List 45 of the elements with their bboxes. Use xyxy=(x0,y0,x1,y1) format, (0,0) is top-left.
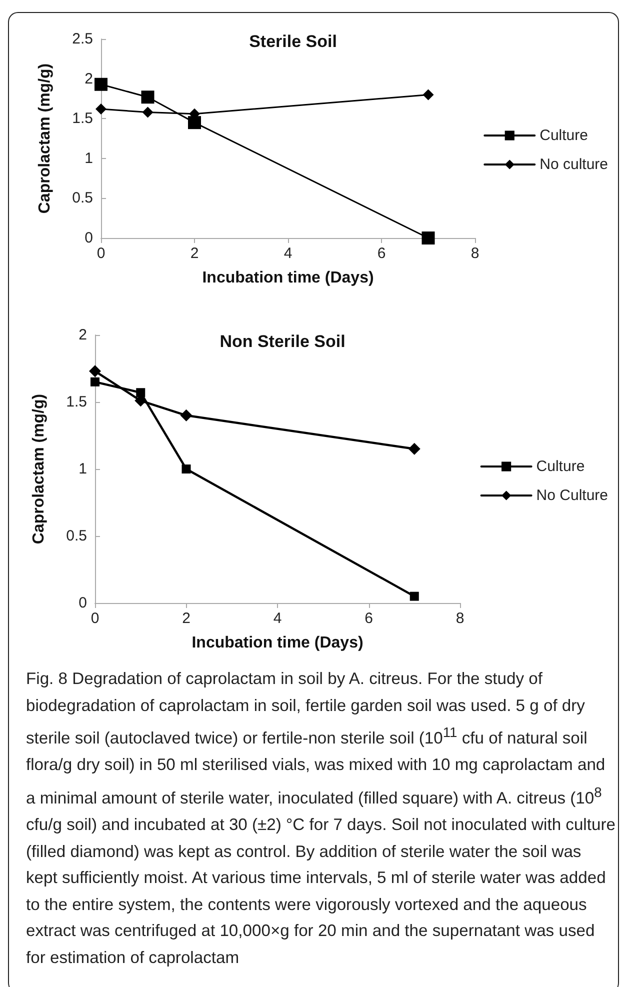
point xyxy=(141,90,154,104)
chart-title: Sterile Soil xyxy=(249,32,337,51)
point xyxy=(422,232,435,244)
point xyxy=(142,106,154,118)
point xyxy=(188,116,201,130)
point xyxy=(422,89,434,100)
y-tick-label: 1.5 xyxy=(66,394,87,410)
legend-label: No Culture xyxy=(536,487,608,504)
point xyxy=(410,592,419,601)
x-tick-label: 8 xyxy=(456,610,464,627)
point xyxy=(136,388,146,398)
x-tick-label: 0 xyxy=(96,245,106,262)
y-tick-label: 1.5 xyxy=(72,110,93,128)
y-tick-label: 2 xyxy=(78,326,87,344)
x-tick-label: 4 xyxy=(284,245,292,262)
legend-label: Culture xyxy=(540,127,588,144)
y-tick-label: 2 xyxy=(84,70,93,88)
y-tick-label: 1 xyxy=(78,460,87,478)
point xyxy=(89,365,101,378)
x-tick-label: 2 xyxy=(182,610,190,627)
chart-title: Non Sterile Soil xyxy=(220,332,346,351)
x-axis-title: Incubation time (Days) xyxy=(192,634,364,652)
point xyxy=(96,104,106,115)
y-tick-label: 1 xyxy=(84,150,93,167)
point xyxy=(94,78,108,91)
point xyxy=(180,409,192,422)
y-tick-label: 0.5 xyxy=(72,190,93,207)
x-tick-label: 8 xyxy=(470,245,480,262)
point xyxy=(90,377,100,386)
text: Fig. 8 Degradation of caprolactam in soil by A. citreus. For the study of biodegradation of caprolactam in soil, fertile garden soil was used. 5 g of dry sterile soil (autoclaved twice) or fertile-non sterile soil (10$^{11}$ cfu of natural soil flora/g dry soil) in 50 ml sterilised vials, was mixed with 10 mg caprolactam and a minimal amount of sterile water, inoculated (filled square) with A. citreus (10$^{8}$ cfu/g soil) and incubated at 30 (±2) °C for 7 days. Soil not inoculated with culture (filled diamond) was kept as control. By addition of sterile water the soil was kept sufficiently moist. At various time intervals, 5 ml of sterile water was added to the entire system, the contents were vigorously vortexed and the aqueous extract was centrifuged at 10,000×g for 20 min and the supernatant was used for estimation of caprolactam xyxy=(26,669,616,967)
x-tick-label: 2 xyxy=(190,245,199,262)
point xyxy=(408,442,420,455)
y-tick-label: 0.5 xyxy=(66,528,87,544)
x-axis-title: Incubation time (Days) xyxy=(202,270,374,286)
x-tick-label: 4 xyxy=(273,610,282,627)
legend-label: No culture xyxy=(540,156,608,173)
y-axis-title: Caprolactam (mg/g) xyxy=(30,394,48,544)
y-tick-label: 0 xyxy=(84,230,93,246)
y-tick-label: 0 xyxy=(78,594,87,612)
x-tick-label: 6 xyxy=(377,245,386,262)
y-tick-label: 2.5 xyxy=(72,30,93,48)
point xyxy=(182,464,191,474)
y-axis-title: Caprolactam (mg/g) xyxy=(36,63,54,214)
legend-label: Culture xyxy=(536,458,585,475)
x-tick-label: 6 xyxy=(364,610,373,627)
